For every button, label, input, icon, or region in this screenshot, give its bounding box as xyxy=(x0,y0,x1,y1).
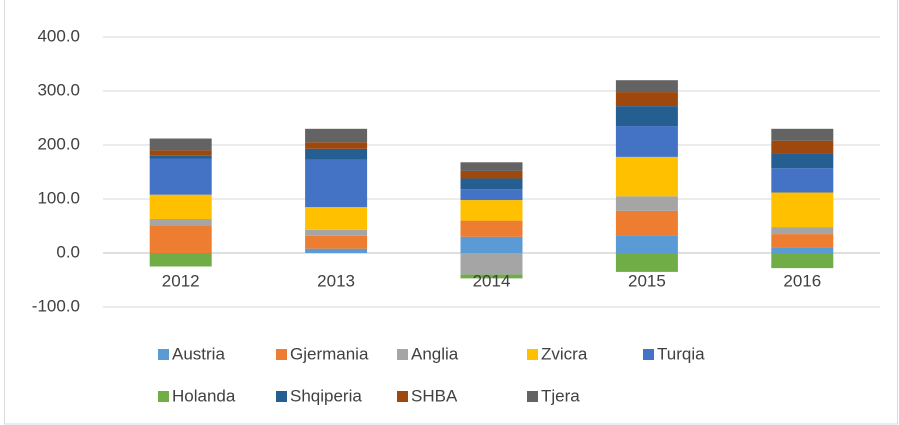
bar-segment xyxy=(771,140,834,154)
y-tick-label: 100.0 xyxy=(37,188,80,207)
legend-label: Holanda xyxy=(172,386,236,405)
bar-segment xyxy=(615,106,678,127)
x-tick-label: 2015 xyxy=(628,271,666,290)
bar-segment xyxy=(771,168,834,193)
bar-segment xyxy=(615,210,678,236)
bar-segment xyxy=(460,178,523,190)
bar-segment xyxy=(149,194,212,219)
bar-segment xyxy=(771,247,834,253)
bar-segment xyxy=(771,234,834,248)
legend-swatch xyxy=(397,349,408,360)
bar-segment xyxy=(615,196,678,211)
bar-segment xyxy=(305,207,368,230)
bar-segment xyxy=(149,138,212,151)
legend-swatch xyxy=(158,391,169,402)
legend-swatch xyxy=(643,349,654,360)
bar-segment xyxy=(460,220,523,237)
legend-label: Austria xyxy=(172,344,225,363)
y-tick-label: 200.0 xyxy=(37,134,80,153)
bar-segment xyxy=(149,226,212,253)
bar-segment xyxy=(305,128,368,143)
bar-segment xyxy=(305,235,368,249)
bar-segment xyxy=(149,158,212,195)
bar-segment xyxy=(460,170,523,179)
legend-swatch xyxy=(158,349,169,360)
bar-segment xyxy=(771,128,834,141)
chart-frame xyxy=(4,0,898,425)
bar-segment xyxy=(305,148,368,160)
bar-segment xyxy=(771,227,834,235)
bar-segment xyxy=(305,248,368,253)
bar-segment xyxy=(305,142,368,149)
legend-swatch xyxy=(527,349,538,360)
bar-segment xyxy=(615,235,678,253)
legend-label: Shqiperia xyxy=(290,386,362,405)
bar-segment xyxy=(460,162,523,171)
x-tick-label: 2012 xyxy=(162,271,200,290)
legend-label: Gjermania xyxy=(290,344,369,363)
bar-segment xyxy=(305,159,368,208)
bar-segment xyxy=(460,236,523,253)
bar-segment xyxy=(460,200,523,221)
legend-label: Tjera xyxy=(541,386,580,405)
bar-segment xyxy=(149,253,212,267)
x-tick-label: 2014 xyxy=(473,271,511,290)
y-tick-label: 400.0 xyxy=(37,26,80,45)
legend-swatch xyxy=(397,391,408,402)
legend-label: Zvicra xyxy=(541,344,588,363)
legend-swatch xyxy=(527,391,538,402)
x-tick-label: 2016 xyxy=(783,271,821,290)
bar-segment xyxy=(615,92,678,107)
bar-segment xyxy=(305,229,368,236)
bar-segment xyxy=(149,155,212,159)
bar-segment xyxy=(460,253,523,275)
y-tick-label: -100.0 xyxy=(32,296,80,315)
y-tick-label: 300.0 xyxy=(37,80,80,99)
bar-segment xyxy=(771,153,834,169)
legend-label: Turqia xyxy=(657,344,705,363)
legend-swatch xyxy=(276,349,287,360)
bar-segment xyxy=(615,253,678,272)
bar-segment xyxy=(149,150,212,156)
y-tick-label: 0.0 xyxy=(56,242,80,261)
bar-segment xyxy=(460,189,523,201)
legend-label: SHBA xyxy=(411,386,458,405)
legend-label: Anglia xyxy=(411,344,459,363)
bar-segment xyxy=(771,192,834,228)
bar-segment xyxy=(149,218,212,226)
bar-segment xyxy=(615,156,678,197)
bar-segment xyxy=(460,274,523,279)
bar-segment xyxy=(615,80,678,93)
bar-segment xyxy=(615,126,678,157)
bar-segment xyxy=(771,253,834,269)
x-tick-label: 2013 xyxy=(317,271,355,290)
legend-swatch xyxy=(276,391,287,402)
